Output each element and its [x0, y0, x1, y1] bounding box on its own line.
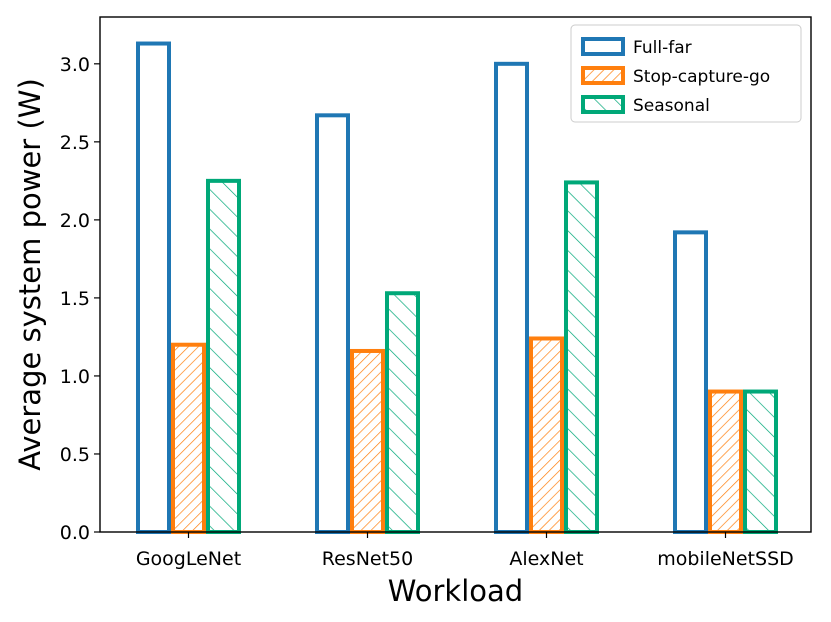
- x-tick-label: mobileNetSSD: [657, 548, 794, 570]
- y-tick-label: 2.5: [60, 132, 90, 154]
- legend-frame: [570, 24, 802, 123]
- y-tick-label: 1.5: [60, 288, 90, 310]
- bar-seasonal-googlenet: [206, 178, 241, 534]
- bar-stop-capture-go-resnet50: [350, 348, 385, 534]
- x-tick-label: GoogLeNet: [136, 548, 241, 570]
- y-tick-label: 3.0: [60, 54, 90, 76]
- legend-swatch-stop-capture-go: [581, 66, 625, 85]
- bar-full-far-mobilenetssd: [673, 230, 708, 534]
- x-tick-label: AlexNet: [509, 548, 583, 570]
- y-tick-label: 1.0: [60, 366, 90, 388]
- legend-label-stop-capture-go: Stop-capture-go: [633, 67, 770, 87]
- bar-stop-capture-go-googlenet: [171, 342, 206, 534]
- y-axis: 0.0 0.5 1.0 1.5 2.0 2.5 3.0: [60, 54, 100, 544]
- y-tick-label: 0.0: [60, 522, 90, 544]
- bar-stop-capture-go-alexnet: [529, 336, 564, 535]
- bar-full-far-resnet50: [315, 113, 350, 535]
- bar-stop-capture-go-mobilenetssd: [708, 389, 743, 534]
- legend-swatch-full-far: [581, 37, 625, 56]
- legend-label-seasonal: Seasonal: [633, 96, 710, 116]
- x-axis: GoogLeNet ResNet50 AlexNet mobileNetSSD: [136, 532, 794, 570]
- y-tick-label: 2.0: [60, 210, 90, 232]
- bar-seasonal-resnet50: [385, 291, 420, 534]
- bar-full-far-alexnet: [494, 61, 529, 535]
- bar-full-far-googlenet: [136, 41, 171, 534]
- x-tick-label: ResNet50: [322, 548, 413, 570]
- legend: Full-far Stop-capture-go Seasonal: [570, 24, 802, 123]
- legend-label-full-far: Full-far: [633, 38, 692, 58]
- plot-frame: [99, 16, 812, 533]
- legend-swatch-seasonal: [581, 95, 625, 114]
- y-tick-label: 0.5: [60, 444, 90, 466]
- x-axis-title: Workload: [388, 574, 523, 608]
- bar-seasonal-mobilenetssd: [743, 389, 778, 534]
- bar-seasonal-alexnet: [564, 180, 599, 534]
- y-axis-title: Average system power (W): [13, 78, 47, 471]
